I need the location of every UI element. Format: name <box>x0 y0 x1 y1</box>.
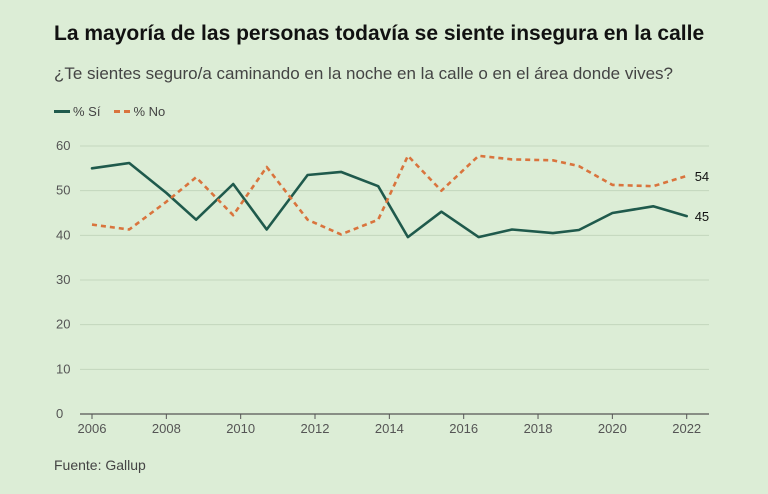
end-label-si: 45 <box>695 209 709 224</box>
x-tick-label: 2016 <box>449 421 478 436</box>
y-tick-label: 10 <box>56 361 70 376</box>
legend-swatch-no <box>114 110 131 113</box>
series-line-si <box>90 161 688 239</box>
x-tick-label: 2014 <box>375 421 404 436</box>
y-tick-label: 0 <box>56 406 63 421</box>
legend-swatch-si <box>54 110 70 113</box>
series-line-no <box>91 154 688 236</box>
x-tick-label: 2018 <box>524 421 553 436</box>
x-tick-label: 2020 <box>598 421 627 436</box>
legend-label-si: % Sí <box>73 104 101 119</box>
y-tick-label: 60 <box>56 138 70 153</box>
y-tick-label: 50 <box>56 183 70 198</box>
legend-item-si: % Sí <box>54 104 100 119</box>
y-tick-label: 30 <box>56 272 70 287</box>
source-note: Fuente: Gallup <box>54 457 146 473</box>
x-tick-label: 2008 <box>152 421 181 436</box>
chart-title: La mayoría de las personas todavía se si… <box>54 22 705 45</box>
x-tick-label: 2006 <box>78 421 107 436</box>
y-tick-label: 40 <box>56 227 70 242</box>
legend-item-no: % No <box>114 104 165 119</box>
legend: % Sí % No <box>54 104 171 119</box>
chart-subtitle: ¿Te sientes seguro/a caminando en la noc… <box>54 64 674 83</box>
x-tick-label: 2010 <box>226 421 255 436</box>
legend-label-no: % No <box>133 104 166 119</box>
y-tick-label: 20 <box>56 317 70 332</box>
x-tick-label: 2012 <box>301 421 330 436</box>
x-tick-label: 2022 <box>672 421 701 436</box>
end-label-no: 54 <box>695 169 709 184</box>
